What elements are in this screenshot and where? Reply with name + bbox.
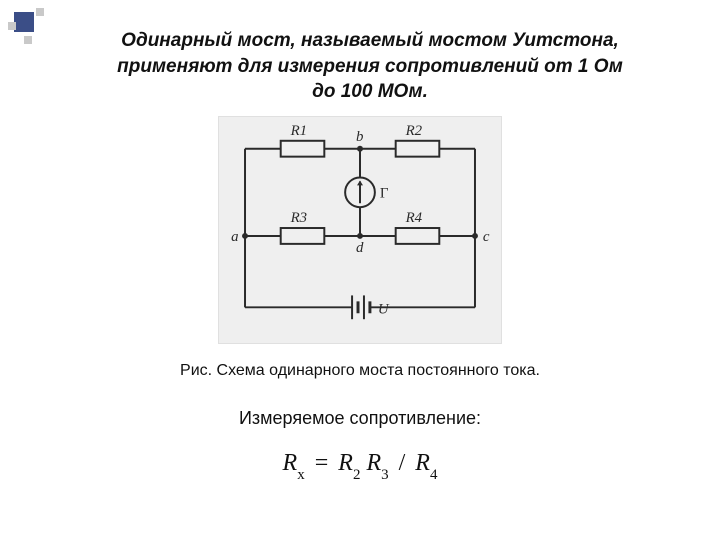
title-line-3: до 100 МОм. — [312, 81, 428, 102]
svg-text:d: d — [356, 240, 364, 256]
formula-R4-sub: 4 — [430, 467, 438, 483]
formula-R3-sub: 3 — [381, 467, 389, 483]
formula-R2-sub: 2 — [353, 467, 361, 483]
svg-text:R4: R4 — [405, 210, 423, 226]
figure-caption: Рис. Схема одинарного моста постоянного … — [0, 362, 720, 380]
bullet-small — [8, 22, 16, 30]
title-line-1: Одинарный мост, называемый мостом Уитсто… — [121, 30, 619, 51]
svg-text:b: b — [356, 129, 363, 145]
svg-text:c: c — [483, 229, 490, 245]
formula-R3: R — [366, 450, 381, 476]
formula-label: Измеряемое сопротивление: — [0, 408, 720, 429]
circuit-diagram: R1 R2 R3 R4 Г Ua b c d — [218, 116, 502, 344]
formula-slash: / — [395, 450, 410, 476]
svg-text:a: a — [231, 229, 238, 245]
bullet-large — [14, 12, 34, 32]
formula-eq: = — [311, 450, 333, 476]
formula: Rx = R2 R3 / R4 — [0, 450, 720, 481]
formula-Rx: R — [283, 450, 298, 476]
bullet-small — [24, 36, 32, 44]
formula-R2: R — [338, 450, 353, 476]
page-title: Одинарный мост, называемый мостом Уитсто… — [60, 28, 680, 105]
title-line-2: применяют для измерения сопротивлений от… — [117, 56, 623, 77]
svg-text:R2: R2 — [405, 123, 423, 139]
bullet-small — [36, 8, 44, 16]
formula-R4: R — [415, 450, 430, 476]
slide: Одинарный мост, называемый мостом Уитсто… — [0, 0, 720, 540]
svg-text:R3: R3 — [290, 210, 308, 226]
formula-Rx-sub: x — [297, 467, 305, 483]
svg-text:U: U — [378, 301, 390, 317]
svg-text:Г: Г — [380, 185, 389, 201]
circuit-svg: R1 R2 R3 R4 Г Ua b c d — [219, 117, 501, 343]
svg-text:R1: R1 — [290, 123, 308, 139]
